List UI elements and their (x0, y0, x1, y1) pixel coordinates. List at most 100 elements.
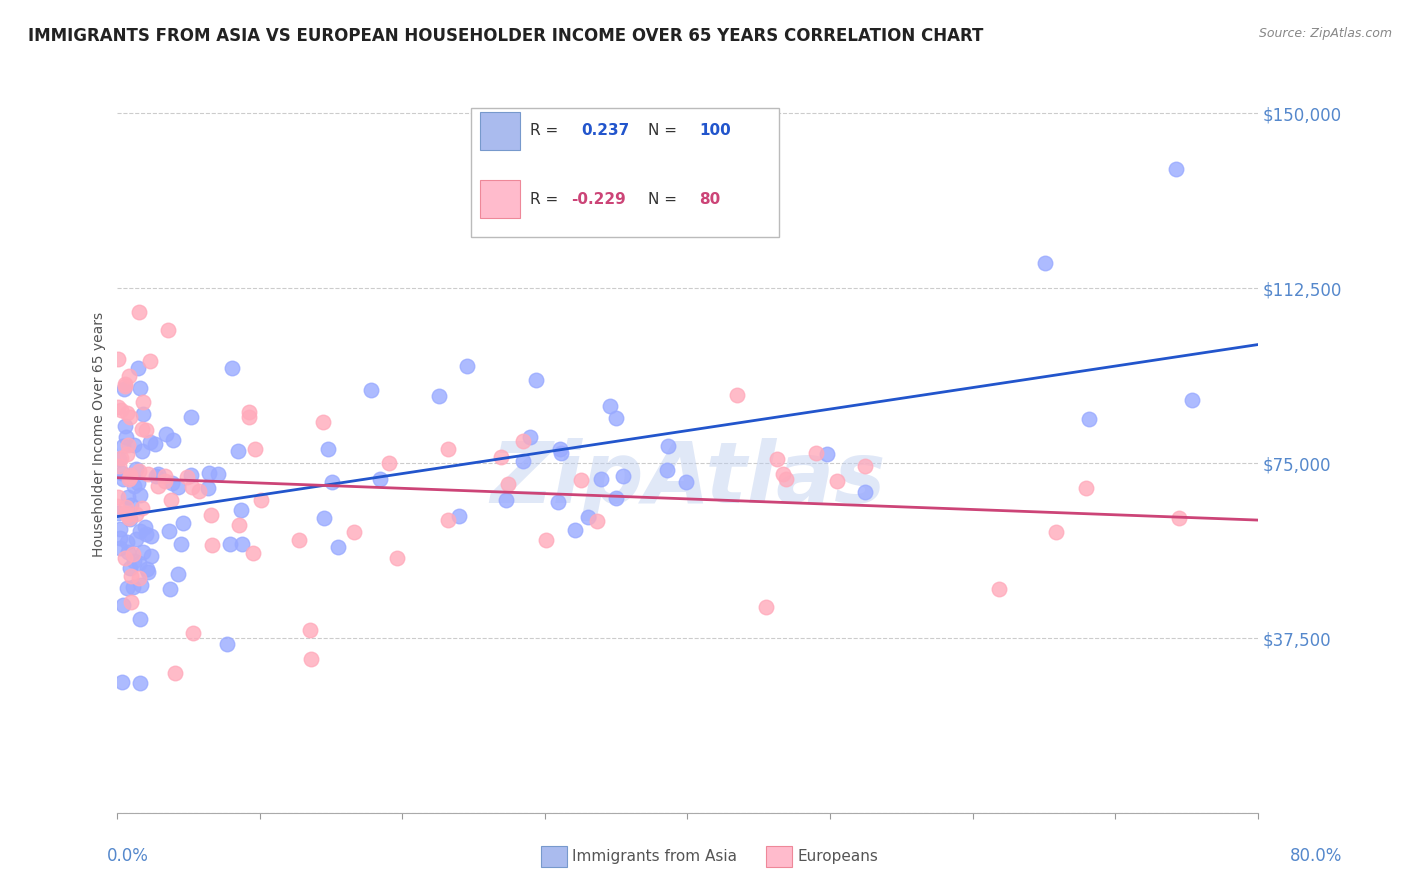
Point (136, 566, 159, 580)
Point (519, 430, 541, 444)
Point (181, 480, 204, 494)
Point (201, 538, 224, 552)
Point (153, 474, 176, 488)
Point (122, 554, 145, 568)
Point (170, 537, 193, 551)
Point (139, 435, 162, 450)
Point (176, 470, 198, 484)
Text: N =: N = (648, 123, 682, 138)
Point (115, 405, 138, 419)
Point (111, 439, 134, 453)
Point (238, 404, 260, 418)
Point (456, 359, 478, 374)
Text: 100: 100 (699, 123, 731, 138)
Point (853, 484, 876, 499)
Point (131, 501, 153, 516)
Point (120, 595, 142, 609)
Point (107, 400, 129, 414)
Point (316, 442, 339, 456)
Point (427, 389, 450, 403)
Point (148, 467, 170, 481)
Point (118, 410, 141, 425)
Text: Source: ZipAtlas.com: Source: ZipAtlas.com (1258, 27, 1392, 40)
Text: ZipAtlas: ZipAtlas (489, 438, 886, 521)
Point (489, 450, 512, 464)
Point (229, 503, 252, 517)
Point (180, 467, 202, 482)
Point (221, 361, 243, 376)
Point (311, 415, 333, 429)
Point (1164, 162, 1187, 177)
Point (368, 472, 391, 486)
Text: N =: N = (648, 192, 682, 207)
Point (495, 493, 517, 508)
Point (114, 418, 136, 433)
Point (120, 498, 142, 512)
Point (675, 475, 697, 489)
Point (108, 452, 131, 467)
Text: 80: 80 (699, 192, 720, 207)
Point (231, 537, 253, 551)
Point (605, 411, 627, 425)
FancyBboxPatch shape (471, 108, 779, 237)
Point (360, 383, 382, 397)
Point (288, 533, 311, 547)
Point (129, 612, 152, 626)
Point (122, 547, 145, 561)
Point (129, 488, 152, 502)
Point (1078, 412, 1101, 426)
Point (136, 467, 159, 481)
Point (512, 454, 534, 468)
Point (242, 546, 264, 560)
Point (114, 506, 136, 520)
Point (155, 469, 177, 483)
Point (107, 500, 129, 514)
Point (243, 442, 266, 456)
Point (132, 545, 155, 559)
Point (134, 520, 156, 534)
Point (139, 529, 162, 543)
Point (129, 524, 152, 538)
Point (127, 476, 149, 491)
Point (110, 532, 132, 546)
Point (114, 551, 136, 566)
Point (167, 566, 190, 581)
Point (806, 446, 828, 460)
Point (120, 469, 142, 483)
Point (125, 532, 148, 546)
Point (1035, 256, 1057, 270)
Point (165, 666, 187, 681)
Text: 80.0%: 80.0% (1291, 847, 1343, 865)
Point (122, 580, 145, 594)
Point (772, 467, 794, 481)
Text: IMMIGRANTS FROM ASIA VS EUROPEAN HOUSEHOLDER INCOME OVER 65 YEARS CORRELATION CH: IMMIGRANTS FROM ASIA VS EUROPEAN HOUSEHO… (28, 27, 983, 45)
Point (569, 473, 592, 487)
Point (437, 513, 460, 527)
Point (107, 490, 129, 504)
Point (576, 510, 599, 524)
Point (112, 472, 135, 486)
Text: R =: R = (530, 192, 564, 207)
Point (127, 360, 149, 375)
Point (827, 474, 849, 488)
Point (114, 377, 136, 392)
Point (115, 581, 138, 595)
Point (853, 458, 876, 473)
Point (110, 403, 132, 417)
Point (117, 369, 139, 384)
Point (139, 354, 162, 368)
Point (135, 423, 157, 437)
Point (725, 387, 748, 401)
Point (385, 551, 408, 566)
Text: 0.0%: 0.0% (107, 847, 149, 865)
Point (326, 541, 349, 555)
Point (117, 437, 139, 451)
Point (112, 382, 135, 396)
Point (238, 410, 260, 425)
Point (108, 458, 131, 473)
Point (143, 437, 166, 451)
Point (166, 479, 188, 493)
Text: 0.237: 0.237 (582, 123, 630, 138)
Point (766, 452, 789, 467)
Point (115, 508, 138, 522)
